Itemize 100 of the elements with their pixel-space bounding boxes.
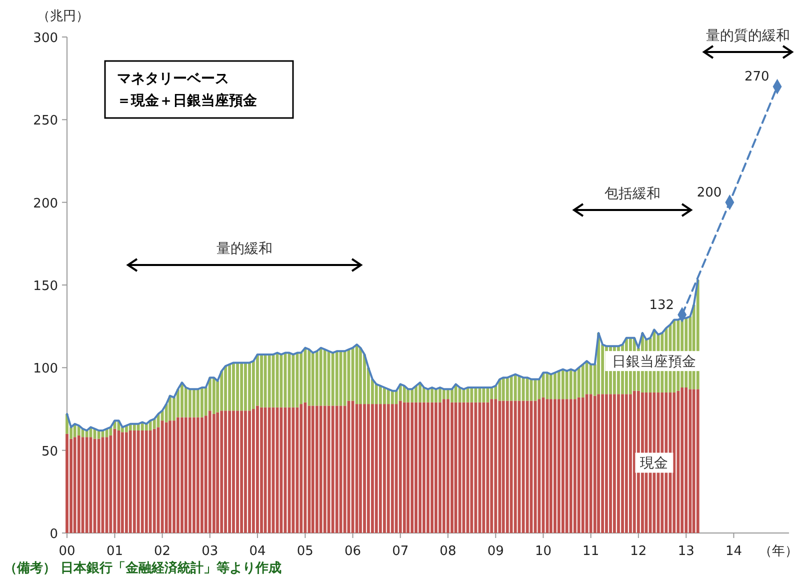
y-tick-label: 200 bbox=[33, 196, 58, 212]
bar bbox=[490, 388, 494, 400]
bar bbox=[268, 407, 271, 533]
bar bbox=[561, 369, 564, 400]
bar bbox=[200, 417, 204, 533]
bar bbox=[260, 407, 263, 533]
bar bbox=[366, 404, 370, 533]
bar bbox=[224, 366, 227, 411]
bar bbox=[442, 389, 446, 400]
y-tick-label: 0 bbox=[50, 527, 58, 542]
bar bbox=[164, 422, 168, 533]
bar bbox=[446, 399, 450, 533]
bar bbox=[264, 354, 267, 408]
x-tick-label: 09 bbox=[487, 544, 504, 559]
y-tick-label: 300 bbox=[33, 31, 58, 46]
bar bbox=[632, 390, 636, 533]
data-label: 270 bbox=[744, 70, 770, 85]
bar bbox=[482, 388, 486, 402]
annotation: 量的緩和 bbox=[216, 241, 272, 257]
bar bbox=[355, 344, 358, 404]
x-tick-label: 12 bbox=[630, 544, 647, 559]
bar bbox=[514, 400, 517, 533]
bar bbox=[589, 364, 592, 394]
bar bbox=[438, 388, 442, 402]
bar bbox=[335, 406, 338, 533]
bar bbox=[569, 369, 572, 400]
x-tick-label: 11 bbox=[582, 544, 600, 559]
bar bbox=[315, 406, 318, 533]
bar bbox=[426, 389, 430, 402]
bar bbox=[304, 348, 307, 402]
bar bbox=[386, 389, 390, 404]
x-tick-label: 07 bbox=[392, 544, 409, 559]
bar bbox=[192, 417, 196, 533]
bar bbox=[152, 428, 156, 533]
bar bbox=[498, 400, 502, 533]
bar bbox=[398, 400, 402, 533]
bar bbox=[573, 370, 576, 400]
bar bbox=[260, 354, 263, 408]
bar bbox=[144, 430, 148, 533]
bar bbox=[410, 402, 414, 533]
bar bbox=[605, 394, 608, 533]
bar bbox=[390, 404, 394, 533]
bar bbox=[514, 374, 517, 401]
bar bbox=[300, 404, 303, 533]
bar bbox=[609, 394, 612, 533]
bar bbox=[565, 370, 568, 400]
x-tick-label: 13 bbox=[678, 544, 694, 559]
bar bbox=[450, 402, 454, 533]
bar bbox=[426, 402, 430, 533]
bar bbox=[264, 407, 267, 533]
bar bbox=[374, 404, 378, 533]
bar bbox=[422, 402, 426, 533]
bar bbox=[502, 400, 505, 533]
bar bbox=[323, 406, 326, 533]
bar bbox=[228, 410, 232, 533]
bar bbox=[136, 430, 140, 533]
y-axis-title: （兆円） bbox=[37, 9, 89, 24]
annotation: 量的質的緩和 bbox=[706, 28, 790, 44]
bar bbox=[383, 404, 386, 533]
bar bbox=[482, 402, 486, 533]
bar bbox=[406, 389, 410, 402]
bar bbox=[180, 382, 184, 418]
bar bbox=[184, 388, 188, 418]
x-tick-label: 03 bbox=[202, 544, 218, 559]
bar bbox=[672, 392, 676, 533]
bar bbox=[470, 388, 474, 402]
bar bbox=[236, 362, 239, 411]
bar bbox=[696, 389, 700, 533]
x-tick-label: 05 bbox=[296, 544, 314, 559]
bar bbox=[292, 407, 295, 533]
bar bbox=[236, 410, 239, 533]
bar bbox=[378, 404, 382, 533]
bar bbox=[510, 400, 513, 533]
bar bbox=[168, 420, 172, 533]
bar bbox=[160, 420, 164, 533]
bar bbox=[450, 389, 454, 402]
data-label: 200 bbox=[696, 185, 722, 200]
bar bbox=[434, 402, 438, 533]
series-label: 日銀当座預金 bbox=[612, 354, 696, 370]
bar bbox=[522, 378, 525, 401]
bar bbox=[280, 354, 283, 408]
x-tick-label: 06 bbox=[344, 544, 362, 559]
bar bbox=[629, 394, 632, 533]
bar bbox=[73, 437, 76, 533]
bar bbox=[402, 402, 406, 533]
bar bbox=[430, 402, 434, 533]
bar bbox=[196, 417, 200, 533]
y-tick-label: 100 bbox=[33, 362, 58, 377]
bar bbox=[232, 410, 235, 533]
bar bbox=[311, 352, 314, 406]
annotation: ＝現金＋日銀当座預金 bbox=[117, 92, 258, 109]
bar bbox=[557, 370, 560, 400]
bar bbox=[220, 410, 224, 533]
bar bbox=[331, 406, 334, 533]
bar bbox=[188, 389, 192, 418]
bar bbox=[85, 430, 88, 438]
bar bbox=[581, 364, 584, 398]
bar bbox=[617, 394, 620, 533]
annotation: マネタリーベース bbox=[117, 71, 229, 87]
bar bbox=[152, 418, 156, 429]
